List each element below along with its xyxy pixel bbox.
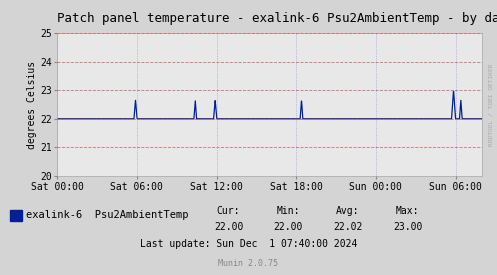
- Text: Munin 2.0.75: Munin 2.0.75: [219, 259, 278, 268]
- Text: 23.00: 23.00: [393, 222, 422, 232]
- Text: 22.00: 22.00: [273, 222, 303, 232]
- Text: 22.00: 22.00: [214, 222, 244, 232]
- Text: Avg:: Avg:: [336, 206, 360, 216]
- Text: Min:: Min:: [276, 206, 300, 216]
- Text: Patch panel temperature - exalink-6 Psu2AmbientTemp - by day: Patch panel temperature - exalink-6 Psu2…: [57, 12, 497, 25]
- Text: exalink-6  Psu2AmbientTemp: exalink-6 Psu2AmbientTemp: [26, 210, 189, 219]
- Text: Max:: Max:: [396, 206, 419, 216]
- Text: Cur:: Cur:: [217, 206, 241, 216]
- Text: RRDTOOL / TOBI OETIKER: RRDTOOL / TOBI OETIKER: [488, 63, 493, 146]
- Y-axis label: degrees Celsius: degrees Celsius: [27, 60, 37, 148]
- Text: 22.02: 22.02: [333, 222, 363, 232]
- Text: Last update: Sun Dec  1 07:40:00 2024: Last update: Sun Dec 1 07:40:00 2024: [140, 239, 357, 249]
